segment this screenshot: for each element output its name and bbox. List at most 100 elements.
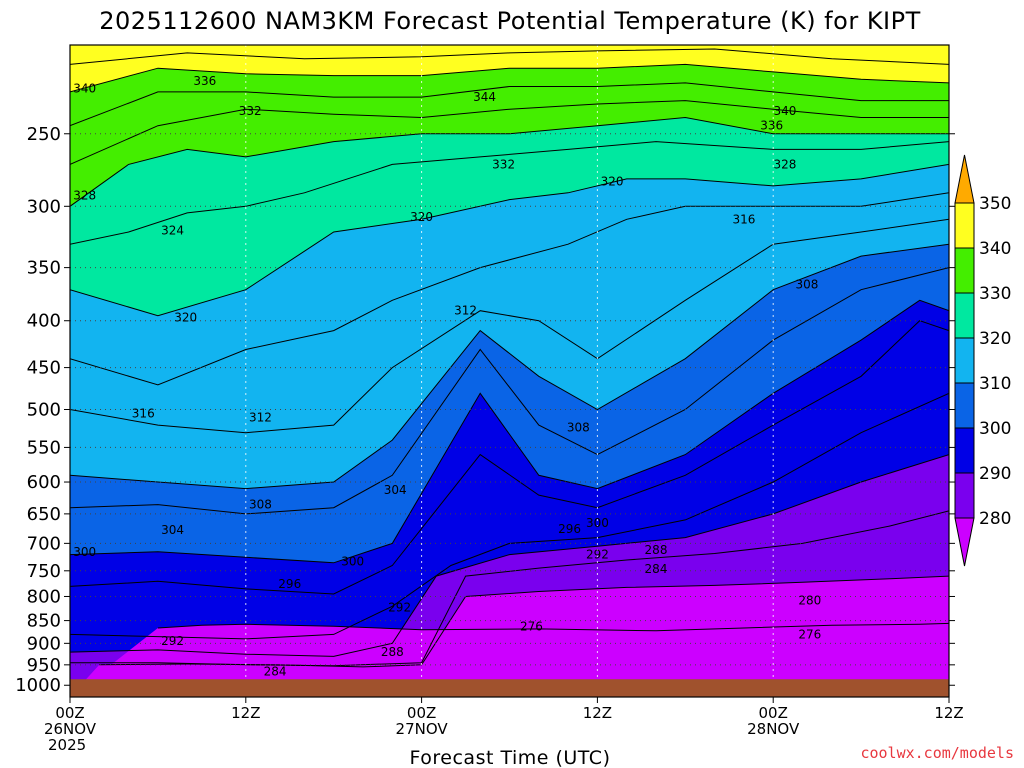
contour-label: 288 — [381, 645, 404, 659]
xtick-label: 26NOV — [44, 720, 97, 738]
contour-284 — [70, 510, 949, 667]
ytick-label: 600 — [27, 472, 61, 493]
contour-label: 320 — [174, 311, 197, 325]
contour-340 — [70, 63, 949, 93]
contour-label: 292 — [161, 634, 184, 648]
contour-308 — [70, 243, 949, 490]
ytick-label: 300 — [27, 196, 61, 217]
plot-gridlines — [70, 45, 949, 697]
colorbar-label: 350 — [979, 194, 1011, 214]
ytick-label: 350 — [27, 258, 61, 279]
contour-320 — [70, 163, 949, 317]
contour-292 — [70, 392, 949, 640]
contour-label: 336 — [193, 74, 216, 88]
contour-324 — [70, 141, 949, 245]
contour-label: 276 — [520, 620, 543, 634]
contour-label: 304 — [384, 483, 407, 497]
contour-label: 340 — [73, 81, 96, 95]
y-axis-pressure: 2503003504004505005506006507007508008509… — [15, 124, 955, 696]
contour-label: 328 — [773, 157, 796, 171]
contour-label: 328 — [73, 189, 96, 203]
contour-label: 332 — [492, 157, 515, 171]
contour-304 — [70, 267, 949, 515]
ytick-label: 1000 — [15, 675, 61, 696]
contour-label: 324 — [161, 224, 184, 238]
colorbar-band-300 — [954, 382, 975, 429]
xtick-label: 28NOV — [747, 720, 800, 738]
contour-label: 300 — [586, 516, 609, 530]
ytick-label: 750 — [27, 561, 61, 582]
ytick-label: 800 — [27, 586, 61, 607]
ytick-label: 250 — [27, 124, 61, 145]
xtick-label: 12Z — [231, 704, 260, 722]
ytick-label: 850 — [27, 611, 61, 632]
colorbar-band-310 — [954, 337, 975, 384]
contour-label: 320 — [410, 210, 433, 224]
plot-frame — [69, 44, 950, 698]
colorbar-band-340 — [954, 202, 975, 249]
colorbar-cap-bottom — [954, 517, 975, 567]
contour-label: 340 — [773, 104, 796, 118]
xtick-label: 00Z — [55, 704, 84, 722]
contour-label: 304 — [161, 523, 184, 537]
xtick-label: 12Z — [934, 704, 963, 722]
xtick-label: 2025 — [48, 736, 86, 754]
contour-label: 332 — [239, 104, 262, 118]
ytick-label: 950 — [27, 655, 61, 676]
ytick-label: 550 — [27, 437, 61, 458]
contour-label: 296 — [558, 522, 581, 536]
xtick-label: 00Z — [407, 704, 436, 722]
colorbar-cap-top — [954, 154, 975, 204]
contour-312 — [70, 218, 949, 434]
xtick-label: 00Z — [759, 704, 788, 722]
contour-label: 308 — [249, 498, 272, 512]
xtick-label: 12Z — [583, 704, 612, 722]
contour-label: 292 — [586, 548, 609, 562]
contour-label: 288 — [645, 543, 668, 557]
contour-label: 336 — [760, 119, 783, 133]
contour-label: 284 — [264, 664, 287, 678]
terrain-surface — [70, 679, 949, 697]
colorbar-legend: 280 290 300 310 320 330 340 350 — [954, 154, 1011, 567]
contour-332 — [70, 100, 949, 165]
contour-label: 292 — [388, 601, 411, 615]
colorbar-band-330 — [954, 247, 975, 294]
colorbar-label: 320 — [979, 329, 1011, 349]
contour-label: 320 — [601, 175, 624, 189]
colorbar-label: 330 — [979, 284, 1011, 304]
ytick-label: 450 — [27, 358, 61, 379]
contour-label: 284 — [645, 562, 668, 576]
contour-344 — [70, 48, 949, 65]
ytick-label: 400 — [27, 311, 61, 332]
contour-label: 280 — [798, 593, 821, 607]
contour-label: 300 — [73, 545, 96, 559]
contour-300 — [70, 299, 949, 564]
ytick-label: 900 — [27, 633, 61, 654]
colorbar-band-320 — [954, 292, 975, 339]
contour-label: 344 — [473, 90, 496, 104]
colorbar-label: 280 — [979, 509, 1011, 529]
ytick-label: 700 — [27, 533, 61, 554]
contour-276 — [157, 622, 949, 632]
contour-label: 312 — [249, 410, 272, 424]
contour-label: 296 — [278, 577, 301, 591]
contour-316 — [70, 192, 949, 386]
contour-label: 308 — [795, 277, 818, 291]
theta-band-276 — [70, 623, 949, 697]
contour-label: 308 — [567, 420, 590, 434]
contour-label: 316 — [732, 212, 755, 226]
ytick-label: 500 — [27, 400, 61, 421]
colorbar-label: 340 — [979, 239, 1011, 259]
contour-336 — [70, 82, 949, 127]
credit-text[interactable]: coolwx.com/models — [860, 744, 1014, 762]
colorbar-band-280 — [954, 472, 975, 519]
colorbar-label: 290 — [979, 464, 1011, 484]
colorbar-label: 300 — [979, 419, 1011, 439]
colorbar-band-290 — [954, 427, 975, 474]
xtick-label: 27NOV — [396, 720, 449, 738]
ytick-label: 650 — [27, 504, 61, 525]
contour-label: 300 — [341, 555, 364, 569]
